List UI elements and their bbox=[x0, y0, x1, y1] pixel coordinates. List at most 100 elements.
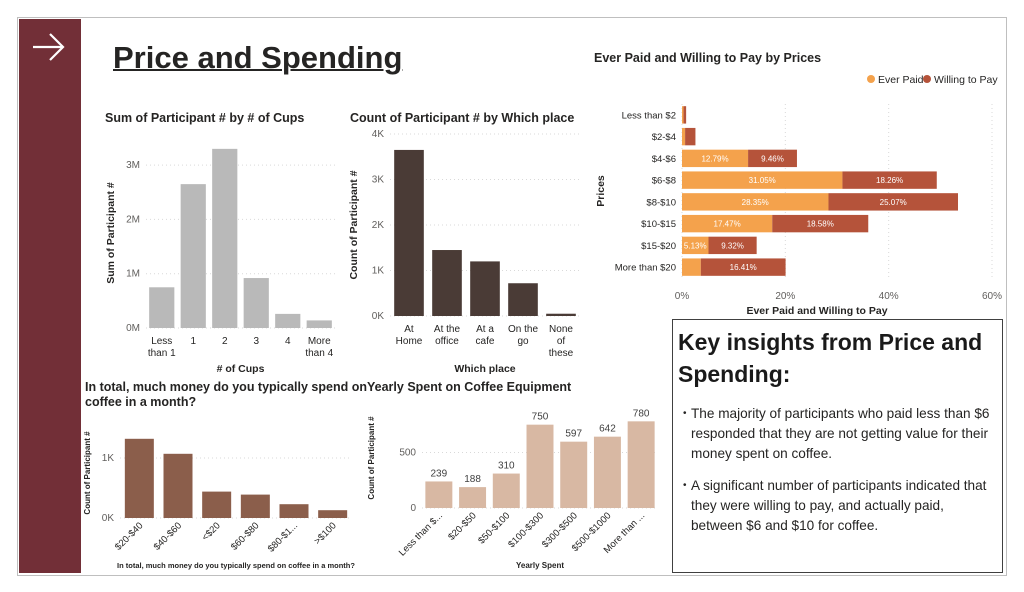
chart-title-prices: Ever Paid and Willing to Pay by Prices bbox=[594, 51, 822, 65]
data-label: 18.58% bbox=[807, 220, 834, 229]
x-tick-label: 20% bbox=[775, 291, 795, 302]
bar-segment bbox=[682, 258, 701, 276]
data-label: 780 bbox=[633, 408, 650, 419]
chart-prices[interactable]: Ever Paid Willing to Pay 0% 20% 40% 60% Less t… bbox=[590, 68, 1004, 318]
insight-bullet: • The majority of participants who paid … bbox=[683, 404, 995, 464]
x-tick-label: these bbox=[549, 348, 574, 359]
bar-segment bbox=[685, 127, 696, 146]
x-tick-label: 4 bbox=[285, 336, 291, 347]
y-tick-label: $2-$4 bbox=[652, 132, 676, 143]
bar bbox=[627, 421, 655, 508]
bar bbox=[459, 487, 487, 508]
y-axis-title: Prices bbox=[595, 175, 607, 207]
bar bbox=[240, 494, 270, 518]
x-tick-label: cafe bbox=[476, 336, 495, 347]
bar-segment bbox=[683, 106, 687, 124]
bar bbox=[593, 436, 621, 508]
x-axis-title: Which place bbox=[454, 363, 515, 375]
insight-text: The majority of participants who paid le… bbox=[691, 406, 990, 461]
bar-segment bbox=[682, 127, 686, 146]
bar-segment bbox=[682, 193, 829, 211]
x-tick-label: At bbox=[404, 324, 414, 335]
bar bbox=[318, 510, 348, 518]
x-tick-label: of bbox=[557, 336, 566, 347]
legend-marker bbox=[867, 75, 875, 83]
x-tick-label: 3 bbox=[253, 336, 259, 347]
chart-monthly[interactable]: 0K 1K $20-$40 $40-$60 <$20 $60-$80 $80-$1... >$… bbox=[80, 418, 370, 574]
bar-segment bbox=[828, 193, 959, 211]
x-tick-label: 0% bbox=[675, 291, 690, 302]
y-tick-label: 0M bbox=[126, 323, 140, 334]
bar-segment bbox=[772, 214, 869, 233]
y-tick-label: 500 bbox=[399, 447, 416, 458]
bar-segment bbox=[700, 258, 786, 276]
data-label: 5.13% bbox=[684, 241, 707, 250]
x-tick-label: than 1 bbox=[148, 348, 176, 359]
y-tick-label: $10-$15 bbox=[641, 219, 676, 230]
bar bbox=[508, 283, 538, 316]
chart-title-cups: Sum of Participant # by # of Cups bbox=[105, 111, 305, 125]
y-tick-label: 4K bbox=[372, 129, 385, 140]
x-tick-label: office bbox=[435, 336, 459, 347]
bar-segment bbox=[748, 149, 797, 168]
y-tick-label: 1K bbox=[102, 453, 115, 464]
insights-title: Key insights from Price and Spending: bbox=[678, 329, 983, 387]
x-tick-label: $40-$60 bbox=[152, 520, 184, 552]
y-tick-label: 3K bbox=[372, 175, 385, 186]
y-tick-label: 2K bbox=[372, 220, 385, 231]
x-axis-title: Yearly Spent bbox=[516, 561, 564, 570]
x-tick-label: None bbox=[549, 324, 573, 335]
bar bbox=[560, 441, 588, 508]
bar-segment bbox=[682, 214, 773, 233]
x-tick-label: On the bbox=[508, 324, 538, 335]
bar-segment bbox=[682, 149, 749, 168]
insight-bullet: • A significant number of participants i… bbox=[683, 476, 995, 536]
y-tick-label: 1K bbox=[372, 266, 385, 277]
bar bbox=[243, 278, 269, 328]
data-label: 642 bbox=[599, 424, 616, 435]
arrow-right-icon[interactable] bbox=[29, 27, 69, 67]
y-tick-label: $6-$8 bbox=[652, 176, 676, 187]
x-axis-title: Ever Paid and Willing to Pay bbox=[746, 305, 887, 317]
y-tick-label: Less than $2 bbox=[622, 110, 676, 121]
data-label: 16.41% bbox=[730, 263, 757, 272]
x-tick-label: Less bbox=[151, 336, 172, 347]
bar bbox=[492, 473, 520, 508]
chart-title-place: Count of Participant # by Which place bbox=[350, 111, 575, 125]
data-label: 597 bbox=[565, 429, 582, 440]
x-tick-label: Less than $... bbox=[397, 510, 445, 558]
data-label: 310 bbox=[498, 461, 515, 472]
x-tick-label: $80-$1... bbox=[266, 520, 300, 554]
x-axis-title: In total, much money do you typically sp… bbox=[117, 561, 355, 570]
x-tick-label: $20-$40 bbox=[113, 520, 145, 552]
x-tick-label: 40% bbox=[879, 291, 899, 302]
data-label: 18.26% bbox=[876, 176, 903, 185]
x-tick-label: than 4 bbox=[305, 348, 333, 359]
bar bbox=[470, 261, 500, 316]
y-tick-label: 0K bbox=[372, 311, 385, 322]
x-tick-label: 2 bbox=[222, 336, 228, 347]
x-tick-label: $100-$300 bbox=[506, 510, 546, 550]
bar-segment bbox=[682, 171, 843, 189]
y-axis-title: Count of Participant # bbox=[348, 170, 360, 279]
y-tick-label: $4-$6 bbox=[652, 154, 676, 165]
bar bbox=[212, 148, 238, 328]
y-tick-label: $15-$20 bbox=[641, 241, 676, 252]
data-label: 750 bbox=[532, 412, 549, 423]
x-tick-label: 60% bbox=[982, 291, 1002, 302]
x-tick-label: <$20 bbox=[200, 520, 223, 543]
legend-marker bbox=[923, 75, 931, 83]
x-axis-title: # of Cups bbox=[217, 363, 265, 375]
bar bbox=[275, 313, 301, 328]
y-tick-label: 3M bbox=[126, 160, 140, 171]
data-label: 28.35% bbox=[742, 198, 769, 207]
insight-text: A significant number of participants ind… bbox=[691, 478, 987, 533]
bar bbox=[526, 424, 554, 508]
x-tick-label: go bbox=[517, 336, 529, 347]
bar bbox=[279, 504, 309, 518]
x-tick-label: Home bbox=[396, 336, 423, 347]
x-tick-label: 1 bbox=[190, 336, 196, 347]
